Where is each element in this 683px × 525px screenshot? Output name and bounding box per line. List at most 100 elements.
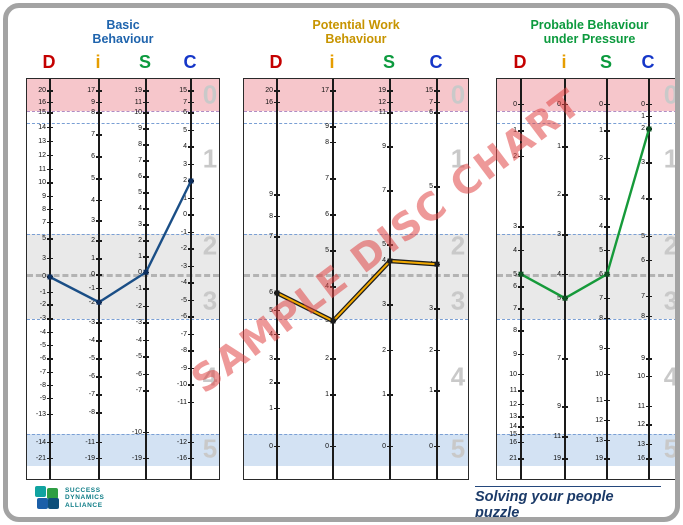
tick-mark xyxy=(47,318,53,320)
tick-label: 0 xyxy=(269,442,273,450)
tick-mark xyxy=(143,128,149,130)
tick-label: 4 xyxy=(599,223,603,231)
tick-mark xyxy=(96,240,102,242)
tick-mark xyxy=(387,445,393,447)
tick-mark xyxy=(188,101,194,103)
tick-label: 1 xyxy=(91,255,95,263)
tick-mark xyxy=(562,103,568,105)
tick-mark xyxy=(330,141,336,143)
data-point-i xyxy=(330,318,336,324)
tick-label: -6 xyxy=(88,373,95,381)
tick-label: 0 xyxy=(641,100,645,108)
tick-mark xyxy=(47,238,53,240)
tick-mark xyxy=(387,349,393,351)
tick-label: 8 xyxy=(269,212,273,220)
tick-mark xyxy=(96,288,102,290)
zone-label: 5 xyxy=(202,433,218,464)
tick-mark xyxy=(518,130,524,132)
tick-label: -9 xyxy=(180,364,187,372)
tick-label: 6 xyxy=(269,289,273,297)
guide-line xyxy=(244,319,468,320)
tick-mark xyxy=(274,445,280,447)
tick-mark xyxy=(96,412,102,414)
data-point-S xyxy=(387,258,393,264)
tick-label: 11 xyxy=(637,402,645,410)
tick-label: 7 xyxy=(641,292,645,300)
tick-label: 8 xyxy=(138,141,142,149)
tick-label: 0 xyxy=(325,442,329,450)
zone-label: 4 xyxy=(663,361,679,392)
tick-mark xyxy=(188,333,194,335)
axis-line-D xyxy=(276,79,278,479)
tick-label: -16 xyxy=(176,454,187,462)
axis-line-S xyxy=(145,79,147,479)
tick-mark xyxy=(518,103,524,105)
data-point-D xyxy=(274,290,280,296)
zone-label: 1 xyxy=(450,143,466,174)
guide-line xyxy=(27,434,219,435)
tick-label: 0 xyxy=(382,442,386,450)
tick-mark xyxy=(387,190,393,192)
tick-label: -3 xyxy=(180,262,187,270)
axis-line-i xyxy=(98,79,100,479)
tick-label: 11 xyxy=(38,165,46,173)
tick-mark xyxy=(604,297,610,299)
tick-label: 6 xyxy=(91,153,95,161)
tick-mark xyxy=(47,112,53,114)
panel-title-potential-work-behaviour: Potential Work Behaviour xyxy=(243,18,469,46)
guide-line xyxy=(27,234,219,235)
tick-mark xyxy=(434,112,440,114)
tick-label: 6 xyxy=(641,256,645,264)
data-point-i xyxy=(96,299,102,305)
tick-mark xyxy=(646,259,652,261)
tick-mark xyxy=(47,127,53,129)
tick-mark xyxy=(330,286,336,288)
guide-line xyxy=(497,434,675,435)
tick-label: 7 xyxy=(599,294,603,302)
tick-label: -14 xyxy=(35,438,46,446)
tick-label: 7 xyxy=(557,355,561,363)
tick-label: 2 xyxy=(138,237,142,245)
tick-mark xyxy=(604,157,610,159)
tick-mark xyxy=(518,441,524,443)
panel-title-line: Behaviour xyxy=(325,32,387,46)
tick-label: 12 xyxy=(378,98,386,106)
factor-letter-C: C xyxy=(429,52,443,72)
tick-mark xyxy=(518,433,524,435)
tick-mark xyxy=(96,394,102,396)
tick-label: 1 xyxy=(641,112,645,120)
tick-label: 5 xyxy=(599,246,603,254)
tick-label: 12 xyxy=(595,416,603,424)
tick-label: 9 xyxy=(42,192,46,200)
tick-mark xyxy=(143,90,149,92)
axis-line-C xyxy=(190,79,192,479)
tick-mark xyxy=(47,413,53,415)
tick-mark xyxy=(96,178,102,180)
guide-line xyxy=(27,111,219,112)
tick-label: -5 xyxy=(88,355,95,363)
logo-line-3: ALLIANCE xyxy=(65,501,103,509)
tick-mark xyxy=(96,258,102,260)
tick-label: 4 xyxy=(269,330,273,338)
factor-letter-i: i xyxy=(329,52,335,72)
factor-letter-i: i xyxy=(561,52,567,72)
tick-label: 9 xyxy=(382,143,386,151)
data-point-C xyxy=(646,126,652,132)
tick-mark xyxy=(646,295,652,297)
tick-mark xyxy=(604,419,610,421)
tick-mark xyxy=(188,163,194,165)
tick-mark xyxy=(330,178,336,180)
tick-mark xyxy=(143,457,149,459)
chart-area-basic-behaviour: 0 1 2 3 4 5 20 16 15 14 13 12 11 10 9 8 7 5 3 0 -1 -2 -3 -4 -5 -6… xyxy=(26,78,220,480)
tick-mark xyxy=(96,134,102,136)
tick-mark xyxy=(274,382,280,384)
axis-line-i xyxy=(332,79,334,479)
tick-label: 4 xyxy=(513,246,517,254)
tick-label: 9 xyxy=(641,355,645,363)
tick-label: 16 xyxy=(637,455,645,463)
tick-mark xyxy=(47,358,53,360)
tick-mark xyxy=(518,403,524,405)
zone-label: 3 xyxy=(663,285,679,316)
